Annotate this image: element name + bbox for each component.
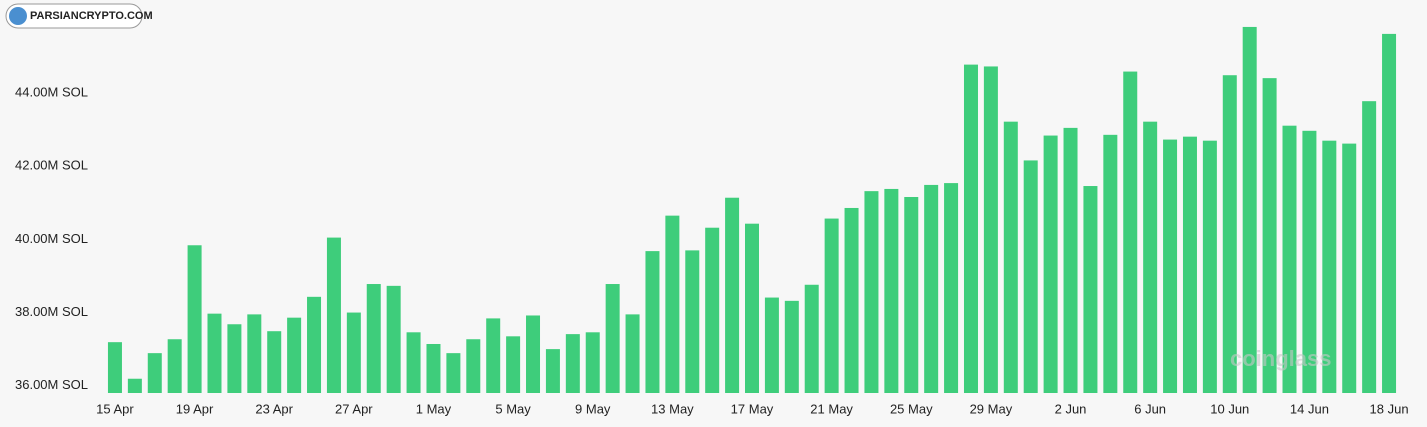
bar	[844, 207, 859, 393]
bar	[526, 315, 541, 393]
bar	[167, 339, 182, 393]
bar	[1003, 121, 1018, 394]
x-tick-label: 23 Apr	[255, 401, 293, 416]
x-tick-label: 6 Jun	[1134, 401, 1166, 416]
y-tick-label: 36.00M SOL	[15, 377, 88, 392]
bar	[1242, 26, 1257, 394]
bar	[486, 318, 501, 393]
bar	[864, 191, 879, 393]
bar	[1302, 130, 1317, 393]
x-tick-label: 13 May	[651, 401, 694, 416]
x-tick-label: 27 Apr	[335, 401, 373, 416]
bar	[924, 184, 939, 393]
bar	[107, 342, 122, 393]
bar	[1322, 140, 1337, 393]
bar	[705, 227, 720, 393]
bar	[824, 218, 839, 393]
x-tick-label: 18 Jun	[1370, 401, 1409, 416]
bar	[386, 285, 401, 393]
bar	[784, 300, 799, 393]
x-tick-label: 14 Jun	[1290, 401, 1329, 416]
bar	[1202, 140, 1217, 393]
bar	[207, 313, 222, 393]
bar	[585, 332, 600, 393]
x-tick-label: 2 Jun	[1055, 401, 1087, 416]
bar	[1362, 101, 1377, 394]
bar	[307, 296, 322, 393]
bar	[904, 196, 919, 393]
bar	[506, 336, 521, 393]
bar	[1023, 160, 1038, 393]
y-tick-label: 42.00M SOL	[15, 158, 88, 173]
bar	[1163, 139, 1178, 393]
bar	[227, 324, 242, 393]
x-tick-label: 1 May	[416, 401, 452, 416]
y-tick-label: 44.00M SOL	[15, 85, 88, 100]
bar	[764, 297, 779, 393]
bar	[1063, 127, 1078, 394]
bar	[1103, 134, 1118, 393]
bar	[287, 317, 302, 393]
bar	[884, 188, 899, 393]
bar	[685, 250, 700, 393]
bar	[346, 312, 361, 393]
y-tick-label: 40.00M SOL	[15, 231, 88, 246]
bar	[127, 378, 142, 393]
bar	[446, 353, 461, 393]
bar	[1282, 125, 1297, 393]
bar	[187, 245, 202, 393]
x-tick-label: 21 May	[810, 401, 853, 416]
bar	[605, 284, 620, 393]
bar	[545, 349, 560, 393]
logo-badge: PARSIANCRYPTO.COM	[5, 3, 153, 29]
bar	[745, 223, 759, 393]
bar	[804, 284, 819, 393]
bar	[645, 251, 660, 393]
x-tick-label: 5 May	[495, 401, 531, 416]
bar	[1342, 143, 1357, 393]
badge-icon	[9, 7, 27, 25]
bar	[1143, 121, 1158, 394]
bar	[426, 343, 441, 393]
bar	[147, 353, 162, 393]
x-tick-label: 15 Apr	[96, 401, 134, 416]
badge	[5, 3, 143, 29]
bar	[963, 64, 978, 394]
x-tick-label: 9 May	[575, 401, 611, 416]
bar	[366, 284, 381, 393]
bar	[1083, 186, 1098, 393]
watermark: PARSIANCRYPTO.COM	[30, 10, 153, 22]
x-tick-label: 17 May	[731, 401, 774, 416]
watermark: coinglass	[1230, 346, 1331, 371]
bar	[565, 334, 580, 393]
bar	[625, 314, 640, 393]
bar	[983, 66, 998, 394]
bar	[267, 331, 282, 393]
bar	[1182, 136, 1197, 393]
bar	[466, 339, 481, 393]
bar	[944, 183, 959, 393]
x-tick-label: 29 May	[970, 401, 1013, 416]
x-tick-label: 19 Apr	[176, 401, 214, 416]
x-tick-label: 25 May	[890, 401, 933, 416]
bar	[247, 314, 262, 393]
bar	[665, 215, 680, 393]
y-tick-label: 38.00M SOL	[15, 304, 88, 319]
bar	[1123, 71, 1138, 393]
bar	[406, 332, 421, 393]
bar	[725, 197, 740, 393]
x-tick-label: 10 Jun	[1210, 401, 1249, 416]
bar	[1382, 33, 1397, 393]
bar	[1222, 75, 1237, 393]
bar	[1043, 135, 1058, 393]
bar	[1262, 78, 1277, 394]
bar	[326, 237, 341, 393]
